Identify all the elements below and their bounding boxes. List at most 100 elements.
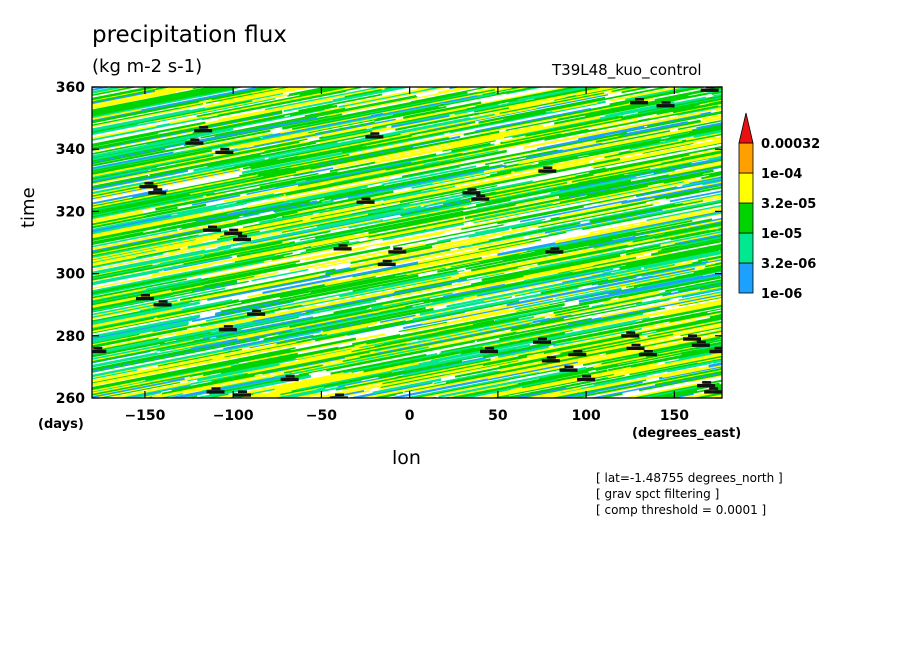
precip-band — [222, 116, 377, 150]
precip-band — [343, 352, 438, 374]
precip-band — [529, 308, 722, 348]
high-precip-cell — [333, 247, 352, 251]
precip-band — [551, 41, 737, 78]
precip-band — [401, 466, 447, 475]
precip-band — [518, 127, 693, 165]
precip-band — [92, 227, 205, 252]
precip-band — [409, 405, 538, 430]
precip-band — [92, 178, 278, 217]
precip-band — [92, 287, 146, 301]
precip-band — [641, 262, 707, 278]
precip-band — [196, 479, 282, 496]
y-tick-label: 340 — [56, 142, 85, 158]
precip-band — [250, 87, 287, 94]
precip-band — [247, 278, 339, 299]
precip-band — [92, 191, 215, 218]
high-precip-cell-top — [643, 349, 653, 353]
precip-band — [175, 291, 395, 336]
precip-band — [262, 429, 488, 473]
precip-band — [381, 165, 477, 186]
precip-band — [385, 7, 570, 43]
precip-band — [544, 104, 719, 141]
precip-band — [704, 262, 722, 268]
precip-band — [92, 87, 232, 115]
precip-band — [530, 31, 740, 72]
precip-band — [92, 478, 171, 493]
precip-band — [438, 366, 587, 398]
high-precip-cell-top — [220, 147, 230, 151]
precip-band — [341, 354, 515, 391]
precip-band — [677, 105, 722, 116]
precip-band — [499, 92, 605, 115]
precip-band — [206, 172, 319, 197]
precip-band — [351, 31, 569, 74]
precip-band — [403, 343, 531, 371]
precip-band — [646, 335, 722, 352]
precip-band — [243, 200, 318, 217]
precip-band — [461, 308, 510, 321]
precip-band — [430, 0, 507, 8]
precip-band — [425, 123, 470, 135]
colorbar-label: 3.2e-05 — [761, 197, 816, 212]
high-precip-cell-top — [635, 98, 645, 101]
high-precip-cell — [626, 346, 645, 351]
precip-band — [470, 254, 621, 286]
precip-band — [92, 252, 293, 294]
precip-band — [343, 458, 420, 473]
x-tick-label: 0 — [405, 408, 415, 424]
precip-band — [297, 344, 375, 362]
precip-band — [518, 317, 714, 358]
precip-band — [218, 87, 387, 121]
precip-band — [475, 87, 581, 108]
precip-band — [92, 179, 246, 212]
precip-band — [630, 12, 732, 32]
precip-band — [92, 446, 175, 462]
precip-band — [260, 448, 480, 491]
precip-band — [312, 33, 425, 55]
precip-band — [678, 291, 722, 301]
precip-band — [92, 154, 214, 180]
precip-band — [279, 256, 482, 299]
precip-band — [500, 373, 625, 398]
precip-band — [496, 156, 579, 174]
precip-band — [286, 461, 418, 487]
precip-band — [92, 202, 248, 235]
high-precip-cell-top — [467, 188, 477, 191]
precip-band — [202, 316, 314, 340]
precip-band — [663, 170, 722, 184]
precip-band — [215, 300, 280, 316]
high-precip-cell — [700, 88, 719, 92]
precip-band — [651, 262, 716, 277]
precip-band — [92, 129, 271, 167]
high-precip-cell — [92, 349, 107, 354]
precip-band — [289, 104, 338, 117]
precip-band — [314, 199, 511, 240]
precip-band — [549, 87, 645, 106]
precip-band — [684, 37, 721, 44]
high-precip-cell — [533, 340, 551, 344]
precip-band — [654, 370, 722, 386]
precip-band — [478, 135, 619, 164]
precip-band — [280, 114, 372, 134]
precip-band — [682, 177, 722, 187]
precip-band — [463, 101, 630, 136]
precip-band — [300, 27, 360, 39]
precip-band — [403, 198, 447, 210]
high-precip-cell-top — [538, 337, 547, 341]
precip-band — [680, 34, 757, 49]
precip-band — [571, 150, 722, 183]
precip-band — [249, 229, 363, 254]
precip-band — [543, 0, 680, 17]
precip-band — [311, 444, 519, 485]
precip-band — [92, 229, 228, 259]
precip-band — [423, 266, 598, 304]
colorbar-segment — [738, 232, 754, 264]
precip-band — [297, 132, 410, 157]
precip-band — [158, 470, 333, 504]
precip-band — [379, 307, 458, 325]
precip-band — [339, 130, 509, 166]
precip-band — [514, 263, 676, 297]
precip-band — [411, 24, 548, 51]
precip-band — [519, 329, 573, 342]
precip-band — [304, 290, 371, 306]
